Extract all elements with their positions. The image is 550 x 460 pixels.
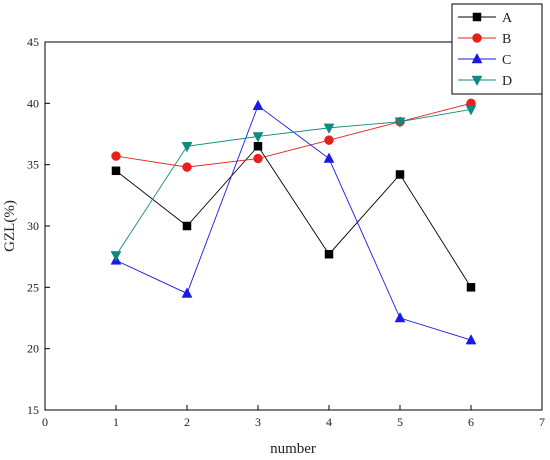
series-a [111, 142, 476, 292]
data-point [182, 221, 192, 231]
x-tick-label: 2 [184, 415, 190, 429]
data-point [323, 123, 335, 134]
series-line [115, 102, 472, 168]
data-point [253, 153, 263, 164]
data-point [252, 132, 264, 143]
y-axis: 15 20 25 30 35 40 45 [27, 35, 50, 417]
data-point [181, 287, 193, 298]
y-axis-title: GZL(%) [2, 200, 18, 252]
legend-label: D [502, 74, 512, 89]
series-layer [110, 98, 477, 345]
data-point [253, 142, 263, 151]
y-tick-label: 45 [27, 35, 39, 49]
data-point [110, 251, 122, 262]
x-axis: 0 1 2 3 4 5 6 7 [42, 405, 545, 429]
y-tick-label: 20 [27, 342, 39, 356]
data-point [395, 170, 405, 179]
series-d [110, 105, 477, 262]
legend-item-a: A [458, 11, 513, 26]
data-point [394, 311, 406, 323]
legend-marker [472, 12, 482, 22]
data-point [324, 135, 334, 145]
legend-item-d: D [458, 74, 512, 89]
data-point [394, 117, 406, 128]
y-tick-label: 25 [27, 280, 39, 294]
x-tick-label: 4 [326, 415, 332, 429]
data-point [111, 166, 121, 176]
x-tick-label: 0 [42, 415, 48, 429]
data-point [466, 283, 476, 292]
x-tick-label: 3 [255, 415, 261, 429]
x-tick-label: 6 [468, 415, 474, 429]
x-tick-label: 5 [397, 415, 403, 429]
x-axis-title: number [270, 441, 316, 457]
legend-label: C [502, 53, 511, 68]
data-point [465, 105, 477, 116]
data-point [182, 162, 192, 172]
series-line [115, 105, 472, 341]
legend-marker [471, 52, 483, 64]
x-tick-label: 7 [539, 415, 545, 429]
data-point [181, 142, 193, 153]
data-point [323, 152, 335, 163]
legend-box [451, 3, 543, 95]
data-point [252, 99, 264, 111]
y-tick-label: 15 [27, 403, 39, 417]
data-point [111, 151, 121, 161]
y-tick-label: 35 [27, 158, 39, 172]
x-tick-label: 1 [113, 415, 119, 429]
series-c [110, 99, 477, 345]
legend-label: A [502, 11, 513, 26]
legend-marker [472, 33, 482, 43]
series-b [111, 98, 476, 172]
data-point [324, 249, 334, 259]
legend-marker [471, 75, 483, 87]
data-point [465, 334, 477, 345]
plot-frame [44, 41, 543, 411]
y-tick-label: 30 [27, 219, 39, 233]
legend-item-c: C [458, 52, 511, 68]
series-line [115, 109, 472, 256]
series-line [115, 145, 472, 288]
legend-item-b: B [458, 32, 511, 47]
legend-label: B [502, 32, 511, 47]
y-tick-label: 40 [27, 96, 39, 110]
